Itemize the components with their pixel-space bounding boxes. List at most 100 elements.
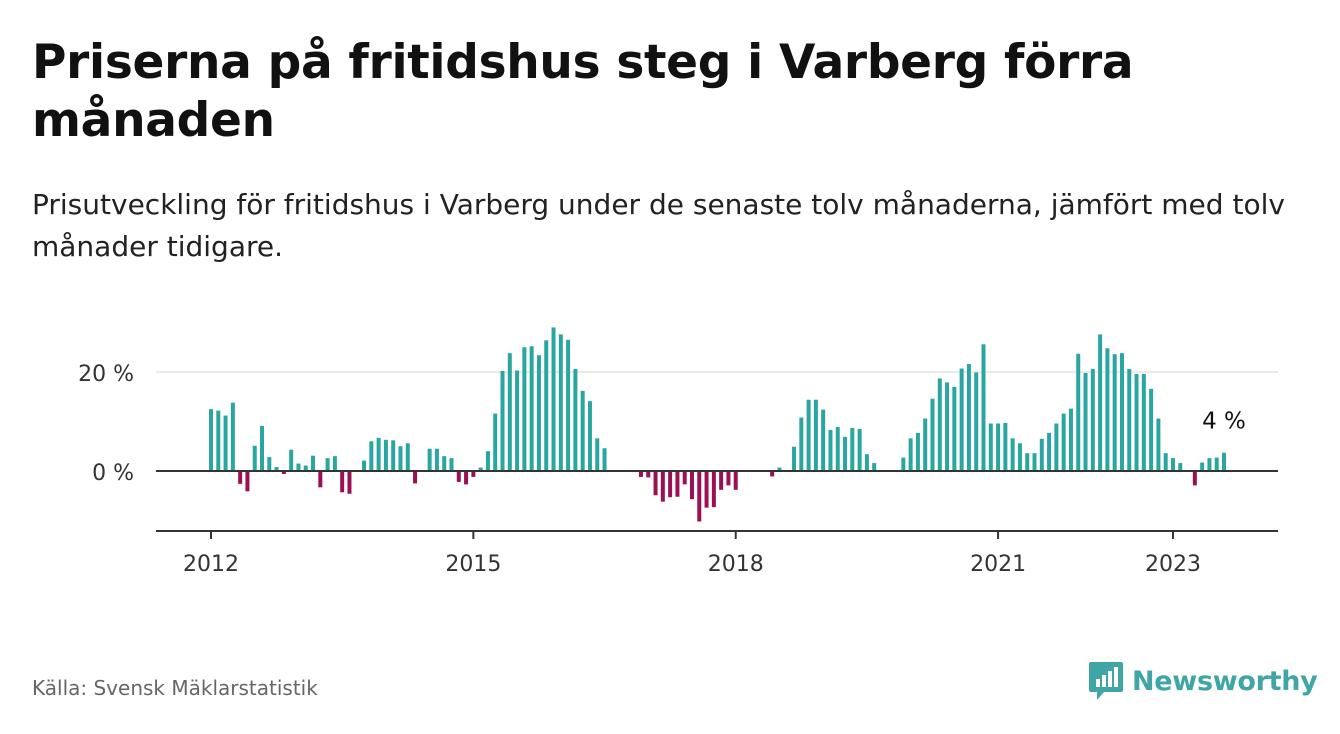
bar: [675, 471, 680, 497]
bar: [1010, 438, 1015, 471]
bar: [1156, 418, 1161, 471]
bar: [252, 445, 257, 471]
bar: [646, 471, 651, 478]
bar: [981, 344, 986, 471]
bar: [369, 441, 374, 471]
x-tick-label: 2015: [445, 552, 501, 577]
bar: [471, 471, 476, 477]
source-note: Källa: Svensk Mäklarstatistik: [32, 676, 318, 700]
bar: [573, 369, 578, 471]
bar: [536, 355, 541, 471]
bar: [245, 471, 250, 492]
bar: [427, 448, 432, 471]
x-tick-label: 2012: [183, 552, 239, 577]
bar: [1163, 453, 1168, 471]
bar: [216, 410, 221, 471]
bar: [974, 372, 979, 471]
bar: [456, 471, 461, 482]
x-tick-label: 2023: [1145, 552, 1201, 577]
bar: [296, 463, 301, 471]
bar: [1083, 372, 1088, 471]
bar: [223, 415, 228, 471]
bar: [362, 460, 367, 471]
bar: [318, 471, 323, 488]
bar: [267, 457, 272, 471]
bar: [704, 471, 709, 508]
bar: [464, 471, 469, 485]
bar: [602, 448, 607, 471]
bar: [376, 437, 381, 471]
bar: [660, 471, 665, 502]
bar: [1207, 458, 1212, 471]
bar: [230, 402, 235, 471]
bar: [638, 471, 643, 477]
bar: [952, 386, 957, 471]
bar: [515, 370, 520, 471]
bar: [1017, 443, 1022, 471]
y-tick-label: 20 %: [78, 362, 134, 387]
bar: [238, 471, 243, 484]
bar: [1200, 462, 1205, 472]
bar: [347, 471, 352, 494]
bar: [325, 458, 330, 471]
bar: [1039, 438, 1044, 471]
bar: [689, 471, 694, 500]
bar: [988, 423, 993, 471]
brand-name: Newsworthy: [1132, 665, 1318, 697]
label-layer: 0 % 20 % 2012 2015 2018 2021 2023 4 %: [78, 362, 1246, 577]
bar: [1214, 457, 1219, 471]
bar: [289, 449, 294, 472]
bar: [391, 440, 396, 471]
bar: [434, 448, 439, 471]
bar: [566, 339, 571, 471]
bar: [711, 471, 716, 508]
bar-chart: 0 % 20 % 2012 2015 2018 2021 2023 4 %: [78, 327, 1278, 577]
bar: [274, 467, 279, 471]
bar: [260, 425, 265, 471]
bar: [449, 458, 454, 471]
bar: [303, 465, 308, 472]
bar: [500, 371, 505, 471]
bar: [398, 446, 403, 471]
bar: [799, 417, 804, 471]
brand-logo: Newsworthy: [1088, 660, 1318, 702]
bar: [1025, 453, 1030, 471]
bar: [945, 382, 950, 471]
bar: [1112, 354, 1117, 471]
bar: [332, 456, 337, 471]
bar: [864, 454, 869, 471]
bar: [843, 436, 848, 471]
bar: [1068, 408, 1073, 471]
y-tick-label: 0 %: [92, 461, 134, 486]
bar: [726, 471, 731, 486]
bar: [930, 398, 935, 471]
bar: [1054, 423, 1059, 471]
last-value-label: 4 %: [1202, 409, 1246, 435]
bar: [682, 471, 687, 485]
bar: [478, 467, 483, 471]
bar: [529, 346, 534, 471]
bar: [959, 368, 964, 471]
bar: [719, 471, 724, 490]
bar: [493, 413, 498, 471]
axis-layer: [156, 470, 1278, 539]
bar: [281, 471, 286, 474]
bar: [1090, 369, 1095, 471]
bar: [733, 471, 738, 490]
bar: [937, 378, 942, 471]
bar: [405, 443, 410, 471]
bar: [507, 353, 512, 471]
bar: [1149, 388, 1154, 471]
chart-title: Priserna på fritidshus steg i Varberg fö…: [32, 35, 1134, 148]
x-tick-label: 2018: [708, 552, 764, 577]
bar: [777, 467, 782, 471]
bar: [668, 471, 673, 498]
bar: [966, 364, 971, 471]
bar: [340, 471, 345, 493]
chart-subtitle: Prisutveckling för fritidshus i Varberg …: [32, 188, 1285, 263]
bar: [1047, 432, 1052, 471]
bar: [587, 401, 592, 471]
bar: [1222, 452, 1226, 472]
bar: [872, 463, 877, 471]
bar: [901, 457, 906, 471]
